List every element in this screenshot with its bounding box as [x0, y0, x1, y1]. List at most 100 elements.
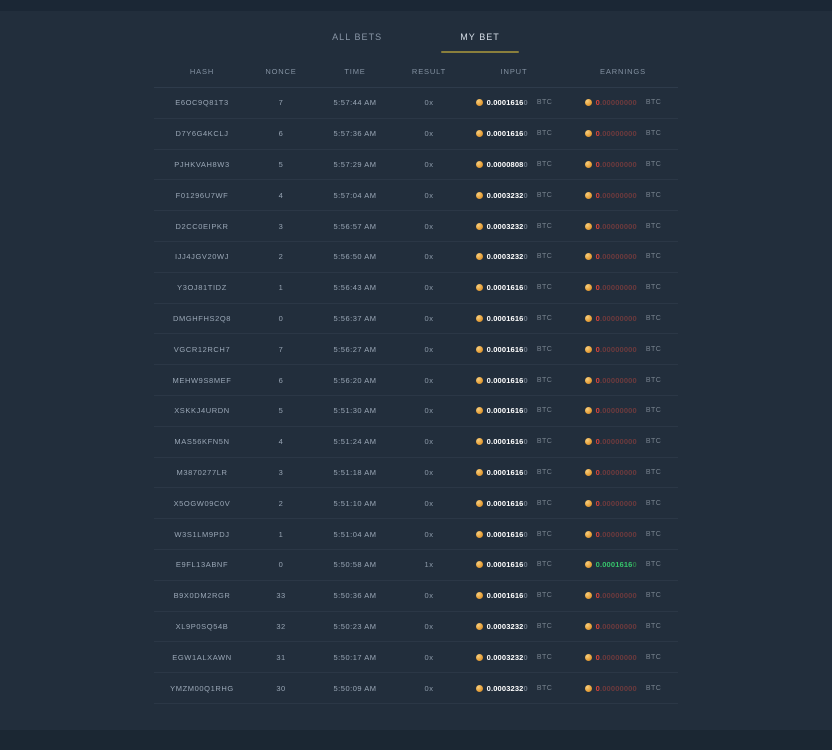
cell-input: 0.00016160 BTC — [460, 303, 568, 334]
cell-time: 5:56:50 AM — [333, 252, 377, 262]
table-row[interactable]: PJHKVAH8W3 5 5:57:29 AM 0x 0.00008080 BTC 0.00… — [154, 149, 678, 180]
column-header-nonce[interactable]: NONCE — [250, 67, 312, 88]
table-row[interactable]: VGCR12RCH7 7 5:56:27 AM 0x 0.00016160 BTC 0.00… — [154, 334, 678, 365]
bitcoin-coin-icon — [475, 284, 483, 292]
table-row[interactable]: X5OGW09C0V 2 5:51:10 AM 0x 0.00016160 BTC 0.00… — [154, 488, 678, 519]
table-row[interactable]: F01296U7WF 4 5:57:04 AM 0x 0.00032320 BTC 0.00… — [154, 180, 678, 211]
amount-significant: 0 — [595, 221, 600, 231]
amount-trailing: 0 — [523, 652, 528, 662]
table-row[interactable]: M3870277LR 3 5:51:18 AM 0x 0.00016160 BTC 0.00… — [154, 457, 678, 488]
bitcoin-coin-icon — [475, 253, 483, 261]
earnings-amount: 0.00000000 — [596, 314, 637, 323]
cell-nonce: 0 — [278, 560, 284, 570]
table-header-row: HASH NONCE TIME RESULT INPUT EARNINGS — [154, 67, 678, 88]
column-header-earnings[interactable]: EARNINGS — [568, 67, 678, 88]
table-row[interactable]: YMZM00Q1RHG 30 5:50:09 AM 0x 0.00032320 BTC 0.… — [154, 673, 678, 704]
currency-ticker: BTC — [645, 160, 662, 168]
column-header-result[interactable]: RESULT — [398, 67, 460, 88]
amount-significant: 0 — [595, 498, 600, 508]
cell-nonce: 4 — [278, 437, 284, 447]
cell-result: 1x — [424, 560, 434, 570]
table-row[interactable]: B9X0DM2RGR 33 5:50:36 AM 0x 0.00016160 BTC 0.0… — [154, 580, 678, 612]
cell-hash: W3S1LM9PDJ — [174, 529, 230, 539]
column-header-hash[interactable]: HASH — [154, 67, 250, 88]
column-header-time[interactable]: TIME — [312, 67, 398, 88]
amount-trailing: .00000000 — [600, 621, 637, 631]
cell-result: 0x — [424, 498, 434, 508]
cell-result: 0x — [424, 98, 434, 108]
cell-hash: MEHW9S8MEF — [172, 375, 232, 385]
cell-earnings: 0.00000000 BTC — [568, 395, 678, 426]
cell-input: 0.00016160 BTC — [460, 118, 568, 149]
earnings-amount: 0.00000000 — [596, 376, 637, 385]
currency-ticker: BTC — [536, 438, 553, 446]
bitcoin-coin-icon — [584, 438, 592, 446]
currency-ticker: BTC — [536, 561, 553, 569]
table-row[interactable]: D2CC0EIPKR 3 5:56:57 AM 0x 0.00032320 BTC 0.00… — [154, 211, 678, 242]
earnings-amount: 0.00000000 — [596, 622, 637, 631]
table-row[interactable]: E9FL13ABNF 0 5:50:58 AM 1x 0.00016160 BTC 0.00… — [154, 549, 678, 581]
amount-trailing: .00000000 — [600, 159, 637, 169]
cell-nonce: 31 — [276, 652, 286, 662]
amount-trailing: 0 — [523, 313, 528, 323]
bitcoin-coin-icon — [475, 191, 483, 199]
table-row[interactable]: Y3OJ81TIDZ 1 5:56:43 AM 0x 0.00016160 BTC 0.00… — [154, 272, 678, 304]
cell-time: 5:56:43 AM — [333, 283, 377, 293]
amount-trailing: .00000000 — [600, 406, 637, 416]
bitcoin-coin-icon — [475, 622, 483, 630]
bitcoin-coin-icon — [584, 284, 592, 292]
input-amount: 0.00008080 — [487, 160, 528, 169]
amount-trailing: .00000000 — [600, 252, 637, 262]
cell-input: 0.00032320 BTC — [460, 241, 568, 272]
tab-all-bets[interactable]: ALL BETS — [332, 32, 383, 42]
currency-ticker: BTC — [645, 99, 662, 107]
table-row[interactable]: E6OC9Q81T3 7 5:57:44 AM 0x 0.00016160 BTC 0.00… — [154, 88, 678, 119]
cell-result: 0x — [424, 375, 434, 385]
cell-result: 0x — [424, 529, 434, 539]
earnings-amount: 0.00000000 — [596, 191, 637, 200]
amount-significant: 0 — [595, 159, 600, 169]
cell-input: 0.00016160 BTC — [460, 88, 568, 119]
table-row[interactable]: XSKKJ4URDN 5 5:51:30 AM 0x 0.00016160 BTC 0.00… — [154, 395, 678, 427]
amount-trailing: .00000000 — [600, 190, 637, 200]
cell-hash: B9X0DM2RGR — [173, 591, 231, 601]
table-row[interactable]: MEHW9S8MEF 6 5:56:20 AM 0x 0.00016160 BTC 0.00… — [154, 365, 678, 396]
earnings-amount: 0.00000000 — [596, 437, 637, 446]
cell-earnings: 0.00000000 BTC — [568, 118, 678, 149]
table-row[interactable]: XL9P0SQ54B 32 5:50:23 AM 0x 0.00032320 BTC 0.0… — [154, 611, 678, 642]
earnings-amount: 0.00000000 — [596, 98, 637, 107]
tab-bar: ALL BETS MY BET — [0, 11, 832, 55]
cell-earnings: 0.00000000 BTC — [568, 180, 678, 211]
bitcoin-coin-icon — [475, 314, 483, 322]
cell-earnings: 0.00000000 BTC — [568, 488, 678, 519]
cell-time: 5:57:29 AM — [333, 159, 377, 169]
amount-trailing: 0 — [523, 221, 528, 231]
cell-earnings: 0.00016160 BTC — [568, 549, 678, 580]
bitcoin-coin-icon — [584, 99, 592, 107]
amount-significant: 0.0003232 — [486, 652, 524, 662]
cell-input: 0.00016160 BTC — [460, 365, 568, 396]
input-amount: 0.00016160 — [487, 406, 528, 415]
table-row[interactable]: EGW1ALXAWN 31 5:50:17 AM 0x 0.00032320 BTC 0.0… — [154, 642, 678, 673]
tab-my-bet[interactable]: MY BET — [441, 32, 519, 53]
cell-result: 0x — [424, 467, 434, 477]
table-row[interactable]: W3S1LM9PDJ 1 5:51:04 AM 0x 0.00016160 BTC 0.00… — [154, 519, 678, 550]
bitcoin-coin-icon — [475, 222, 483, 230]
currency-ticker: BTC — [645, 499, 662, 507]
table-row[interactable]: D7Y6G4KCLJ 6 5:57:36 AM 0x 0.00016160 BTC 0.00… — [154, 118, 678, 150]
table-row[interactable]: DMGHFHS2Q8 0 5:56:37 AM 0x 0.00016160 BTC 0.00… — [154, 303, 678, 334]
table-row[interactable]: IJJ4JGV20WJ 2 5:56:50 AM 0x 0.00032320 BTC 0.0… — [154, 241, 678, 273]
cell-input: 0.00016160 BTC — [460, 488, 568, 519]
amount-trailing: .00000000 — [600, 129, 637, 139]
column-header-input[interactable]: INPUT — [460, 67, 568, 88]
amount-trailing: .00000000 — [600, 98, 637, 108]
cell-nonce: 3 — [278, 221, 284, 231]
cell-earnings: 0.00000000 BTC — [568, 149, 678, 180]
cell-result: 0x — [424, 129, 434, 139]
cell-time: 5:51:18 AM — [333, 467, 377, 477]
amount-trailing: 0 — [523, 437, 528, 447]
amount-significant: 0 — [595, 467, 600, 477]
currency-ticker: BTC — [645, 438, 662, 446]
table-row[interactable]: MAS56KFN5N 4 5:51:24 AM 0x 0.00016160 BTC 0.00… — [154, 426, 678, 458]
amount-significant: 0 — [595, 375, 600, 385]
